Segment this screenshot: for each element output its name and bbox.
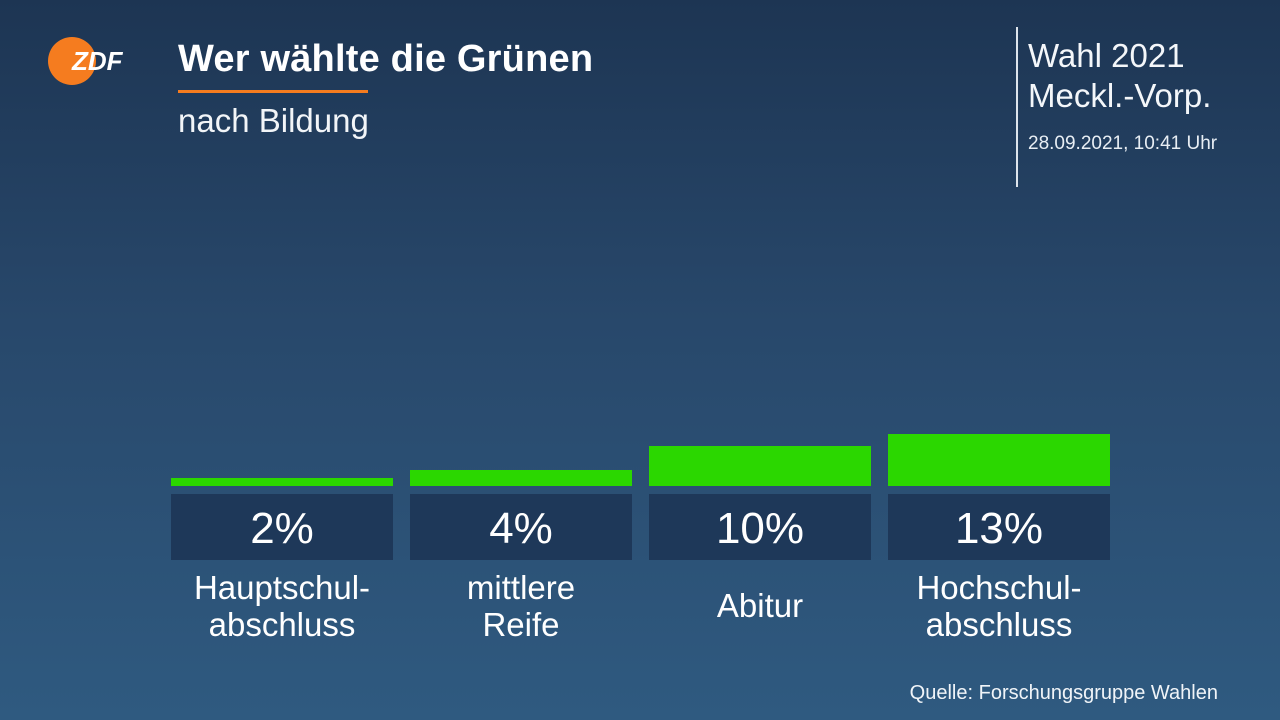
bar-0 <box>171 478 393 486</box>
value-label-0: 2% <box>250 504 314 553</box>
source-note: Quelle: Forschungsgruppe Wahlen <box>909 682 1218 704</box>
category-label-0: Hauptschul-abschluss <box>194 569 370 643</box>
bar-3 <box>888 434 1110 486</box>
value-box-3 <box>888 494 1110 560</box>
election-name: Wahl 2021 <box>1028 37 1185 74</box>
bar-2 <box>649 446 871 486</box>
bar-1 <box>410 470 632 486</box>
chart-title: Wer wählte die Grünen <box>178 38 594 80</box>
zdf-logo: ZDF <box>48 37 124 85</box>
value-label-1: 4% <box>489 504 553 553</box>
election-region: Meckl.-Vorp. <box>1028 77 1212 114</box>
title-underline <box>178 90 368 93</box>
info-divider <box>1016 27 1018 187</box>
value-box-0 <box>171 494 393 560</box>
category-label-2: Abitur <box>717 587 803 624</box>
value-box-2 <box>649 494 871 560</box>
category-label-1: mittlere Reife <box>467 569 575 643</box>
value-box-1 <box>410 494 632 560</box>
zdf-logo-text: ZDF <box>71 46 124 76</box>
chart-subtitle: nach Bildung <box>178 102 369 139</box>
category-label-3: Hochschul-abschluss <box>916 569 1081 643</box>
value-label-3: 13% <box>955 504 1043 553</box>
value-label-2: 10% <box>716 504 804 553</box>
election-timestamp: 28.09.2021, 10:41 Uhr <box>1028 133 1218 154</box>
